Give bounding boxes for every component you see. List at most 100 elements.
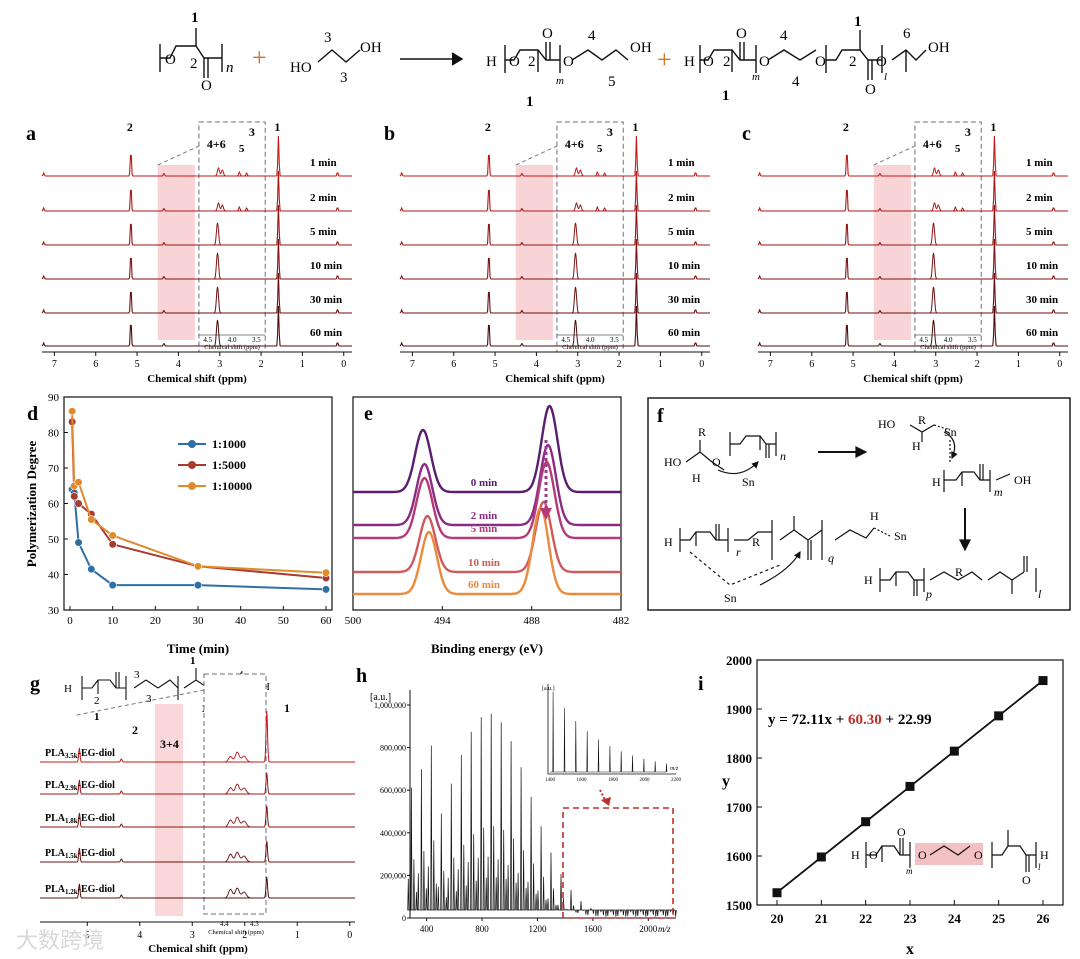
panel-e-chart: e Binding energy (eV) 500 494 488 482 0 min…: [345, 396, 630, 656]
d-y-tick-label: 40: [48, 570, 60, 582]
g-trace: [40, 772, 355, 795]
d-point: [68, 407, 77, 416]
e-time-label: 5 min: [471, 523, 498, 535]
panel-e-frame: [352, 396, 622, 611]
d-y-tick-label: 50: [48, 534, 60, 546]
nmr-inset-trace: [202, 286, 262, 314]
nmr-inset-trace: [560, 286, 620, 314]
i-point: [1038, 676, 1048, 686]
inset-xlabel: Chemical shift (ppm): [920, 344, 976, 351]
d-x-tick-label: 40: [235, 615, 247, 627]
p2-o: O: [703, 54, 714, 70]
i-h1: H: [851, 848, 860, 862]
scheme-n: n: [226, 60, 234, 76]
panel-i-ylabel: y: [722, 773, 730, 790]
inset-label-46: 4+6: [923, 137, 942, 151]
inset-xlabel: Chemical shift (ppm): [204, 344, 260, 351]
x-tick-label: 2: [259, 359, 264, 370]
h-inset-tick-label: 2200: [671, 778, 682, 783]
g-sample-label: PLA3.5k-EG-diol: [45, 748, 115, 760]
panel-h-zoom-box: [562, 807, 674, 919]
p2-4a: 4: [780, 28, 788, 44]
d-y-tick-label: 60: [48, 499, 60, 511]
panel-a-letter: a: [26, 123, 36, 145]
f-r-4: R: [955, 565, 963, 579]
e-x-tick-label: 494: [434, 615, 451, 627]
inset-label-3: 3: [607, 125, 613, 139]
nmr-inset-trace: [560, 222, 620, 246]
i-x-tick-label: 22: [859, 911, 872, 926]
g-x-tick-label: 0: [347, 930, 352, 941]
panel-f-mechanism: f: [647, 397, 1071, 611]
panel-i-equation: y = 72.11x + 60.30 + 22.99: [768, 712, 932, 728]
x-tick-label: 5: [851, 359, 856, 370]
f-r-2: R: [918, 413, 926, 427]
nmr-trace: [41, 135, 352, 177]
d-legend-label: 1:5000: [212, 458, 246, 472]
panel-h-xlabel: m/z: [658, 924, 671, 934]
inset-label-46: 4+6: [207, 137, 226, 151]
i-o1: O: [869, 848, 878, 862]
nmr-trace: [41, 170, 352, 212]
time-label: 2 min: [1026, 192, 1053, 204]
eq-part-2: 60.30: [848, 712, 882, 728]
panel-g-letter: g: [30, 673, 40, 695]
e-curve-3: [353, 500, 621, 574]
panel-h-maldi: h [a.u.] 0 200,000 400,000 600,000 800,000 1,…: [356, 665, 682, 934]
e-time-label: 10 min: [468, 557, 500, 569]
nmr-trace: [757, 170, 1068, 212]
time-label: 10 min: [1026, 260, 1058, 272]
inset-leader: [157, 145, 200, 166]
g-1: 1: [94, 711, 100, 723]
panel-d-xlabel: Time (min): [167, 641, 229, 656]
i-o4: O: [974, 848, 983, 862]
x-tick-label: 6: [451, 359, 456, 370]
inset-label-5: 5: [239, 143, 245, 155]
d-point: [193, 562, 203, 571]
nmr-inset-trace: [918, 202, 978, 212]
h-inset-tick-label: 1600: [577, 778, 588, 783]
p2-o2: O: [759, 54, 770, 70]
h-y-tick-label: 600,000: [380, 786, 406, 795]
x-tick-label: 7: [52, 359, 57, 370]
g-x-tick-label: 1: [295, 930, 300, 941]
g-peak-34: 3+4: [160, 737, 179, 751]
e-time-label: 2 min: [471, 510, 498, 522]
f-h-5: H: [870, 509, 879, 523]
i-point: [861, 817, 871, 827]
eg-oh: OH: [360, 40, 382, 56]
p1-m: m: [556, 75, 564, 87]
time-label: 5 min: [668, 226, 695, 238]
panel-g-xlabel: Chemical shift (ppm): [148, 943, 248, 955]
time-label: 1 min: [310, 157, 337, 169]
inset-tick-label: 4.5: [203, 336, 212, 344]
d-x-tick-label: 30: [193, 615, 205, 627]
g-2: 2: [94, 695, 100, 707]
x-tick-label: 1: [1016, 359, 1021, 370]
nmr-inset-trace: [918, 286, 978, 314]
nmr-trace: [399, 204, 710, 246]
d-y-tick-label: 80: [48, 428, 60, 440]
i-y-tick-label: 2000: [726, 653, 752, 668]
inset-tick-label: 3.5: [610, 336, 619, 344]
eq-part-1: y = 72.11x +: [768, 712, 848, 728]
g-inset-trace: [208, 816, 262, 828]
i-point: [816, 852, 826, 862]
i-y-tick-label: 1800: [726, 751, 752, 766]
nmr-trace: [757, 238, 1068, 280]
nmr-trace: [399, 305, 710, 347]
scheme-1a: 1: [191, 10, 199, 26]
inset-leader: [873, 145, 916, 166]
e-x-tick-label: 482: [613, 615, 630, 627]
nmr-trace: [41, 204, 352, 246]
p2-6: 6: [903, 26, 911, 42]
panel-d-letter: d: [27, 403, 38, 425]
nmr-trace: [399, 272, 710, 314]
nmr-inset-trace: [202, 202, 262, 212]
peak-label-1: 1: [632, 120, 638, 134]
x-tick-label: 3: [217, 359, 222, 370]
p2-1: 1: [722, 88, 730, 104]
time-label: 10 min: [668, 260, 700, 272]
inset-box: [556, 121, 624, 353]
h-inset-tick-label: 2000: [640, 778, 651, 783]
